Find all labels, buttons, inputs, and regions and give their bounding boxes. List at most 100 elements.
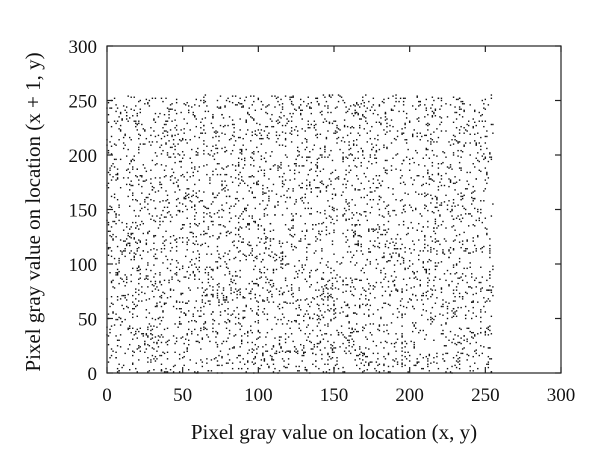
scatter-point: [135, 122, 137, 125]
scatter-point: [448, 167, 450, 169]
scatter-point: [207, 370, 210, 372]
scatter-point: [396, 135, 399, 138]
scatter-point: [333, 347, 335, 349]
scatter-point: [263, 169, 266, 171]
scatter-point: [165, 302, 167, 304]
scatter-point: [281, 176, 284, 178]
scatter-point: [404, 268, 406, 271]
scatter-point: [159, 316, 161, 319]
scatter-point: [239, 118, 241, 120]
scatter-point: [325, 264, 328, 266]
scatter-point: [316, 238, 319, 240]
scatter-point: [469, 213, 471, 215]
scatter-point: [262, 193, 264, 195]
scatter-point: [168, 110, 170, 113]
scatter-point: [339, 276, 341, 278]
scatter-point: [272, 229, 275, 231]
scatter-point: [115, 110, 117, 113]
scatter-point: [133, 258, 135, 261]
scatter-point: [348, 202, 350, 204]
scatter-point: [431, 96, 434, 98]
scatter-point: [283, 183, 285, 186]
scatter-point: [425, 98, 428, 101]
scatter-point: [427, 298, 429, 300]
scatter-point: [448, 339, 450, 341]
scatter-point: [112, 176, 114, 178]
scatter-point: [250, 187, 252, 189]
scatter-point: [446, 367, 449, 370]
scatter-point: [425, 107, 428, 109]
scatter-point: [395, 139, 397, 141]
scatter-point: [274, 205, 276, 207]
scatter-point: [357, 243, 359, 246]
scatter-point: [192, 242, 194, 244]
scatter-point: [437, 167, 440, 169]
scatter-point: [206, 294, 208, 297]
scatter-point: [351, 154, 353, 156]
scatter-point: [356, 101, 358, 104]
scatter-point: [475, 157, 477, 159]
scatter-point: [430, 260, 432, 262]
scatter-point: [260, 143, 263, 145]
scatter-point: [490, 289, 493, 291]
scatter-point: [153, 341, 155, 344]
scatter-point: [113, 158, 116, 161]
scatter-point: [163, 113, 166, 116]
scatter-point: [457, 335, 459, 337]
scatter-point: [136, 328, 138, 331]
scatter-point: [283, 360, 285, 362]
scatter-point: [411, 209, 414, 212]
scatter-point: [130, 184, 132, 187]
scatter-point: [204, 132, 207, 134]
scatter-point: [195, 125, 197, 128]
scatter-point: [374, 154, 376, 156]
scatter-point: [130, 108, 132, 110]
scatter-point: [135, 198, 137, 201]
scatter-point: [428, 176, 431, 178]
scatter-point: [119, 298, 122, 300]
scatter-point: [295, 125, 297, 128]
scatter-point: [284, 154, 287, 156]
scatter-point: [147, 357, 149, 359]
scatter-point: [333, 303, 335, 306]
scatter-point: [195, 212, 197, 214]
scatter-point: [357, 104, 359, 106]
scatter-point: [201, 299, 204, 301]
scatter-point: [272, 268, 275, 271]
scatter-point: [260, 158, 263, 161]
scatter-point: [224, 133, 226, 135]
scatter-point: [327, 292, 329, 295]
scatter-point: [147, 286, 149, 288]
scatter-point: [384, 233, 387, 236]
scatter-point: [224, 226, 226, 228]
scatter-point: [271, 348, 273, 350]
scatter-point: [189, 289, 191, 291]
scatter-point: [163, 130, 166, 132]
scatter-point: [247, 243, 249, 246]
scatter-point: [359, 213, 361, 215]
scatter-point: [427, 285, 429, 287]
scatter-point: [286, 366, 288, 369]
scatter-point: [181, 157, 184, 159]
scatter-point: [194, 116, 196, 118]
scatter-point: [431, 115, 434, 117]
scatter-point: [284, 301, 287, 303]
scatter-point: [144, 342, 146, 345]
scatter-point: [262, 354, 264, 357]
scatter-point: [387, 204, 390, 206]
scatter-point: [171, 134, 173, 137]
scatter-point: [181, 137, 184, 140]
scatter-point: [490, 97, 493, 100]
scatter-point: [153, 118, 155, 120]
scatter-point: [116, 272, 119, 274]
scatter-point: [293, 108, 296, 110]
scatter-point: [119, 130, 122, 132]
scatter-point: [169, 269, 172, 272]
scatter-point: [234, 165, 237, 167]
scatter-point: [316, 166, 319, 168]
scatter-point: [348, 321, 350, 323]
scatter-point: [443, 152, 446, 154]
scatter-point: [343, 371, 346, 373]
scatter-point: [369, 361, 372, 363]
scatter-point: [107, 152, 110, 154]
